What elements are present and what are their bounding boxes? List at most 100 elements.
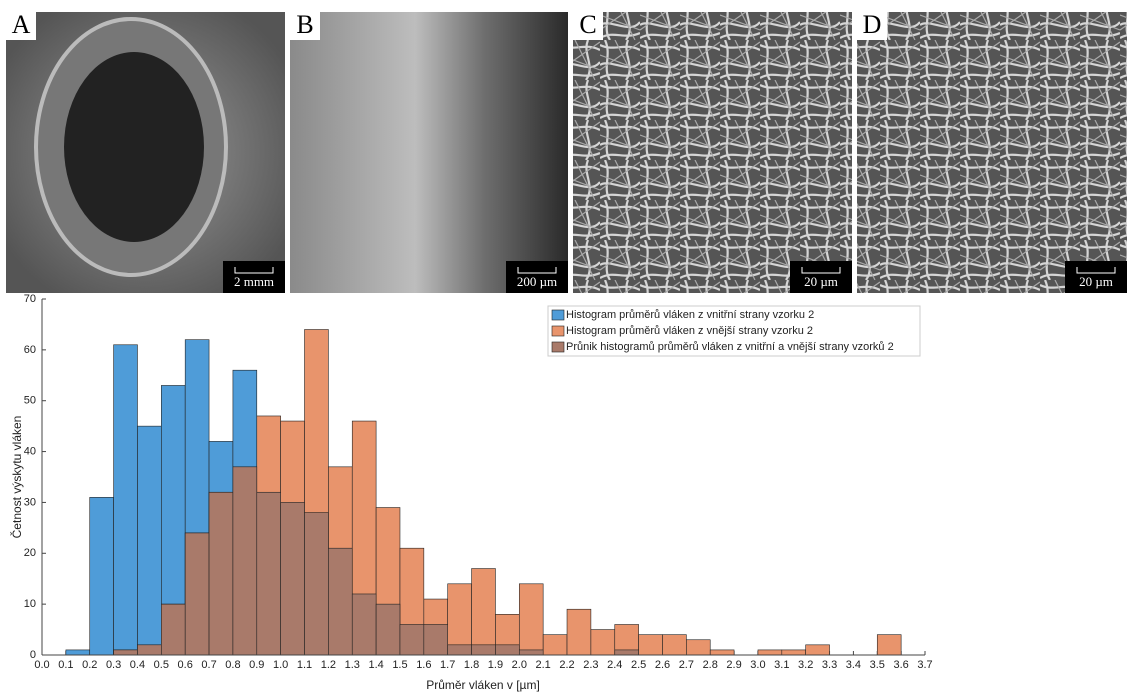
scale-bar [801, 267, 841, 274]
histogram-bar [805, 644, 830, 656]
histogram-bar [495, 644, 520, 656]
scale-bg [223, 261, 285, 293]
histogram-bar [89, 497, 114, 656]
histogram-bar [184, 532, 210, 656]
y-tick-label: 60 [24, 344, 36, 356]
x-tick-label: 2.8 [703, 659, 718, 671]
x-tick-label: 3.7 [917, 659, 932, 671]
x-tick-label: 2.0 [512, 659, 527, 671]
histogram-bar [447, 644, 472, 656]
chart: Četnost výskytu vláken Průměr vláken v [… [9, 293, 932, 692]
scale-label: 200 µm [517, 274, 557, 289]
x-tick-label: 3.0 [750, 659, 765, 671]
x-tick-label: 0.8 [225, 659, 240, 671]
x-tick-label: 0.4 [130, 659, 145, 671]
y-tick-label: 40 [24, 445, 36, 457]
scale-bar [517, 267, 557, 274]
scale-bar [234, 267, 274, 274]
histogram-bar [757, 649, 783, 656]
x-tick-label: 2.4 [607, 659, 622, 671]
x-tick-label: 1.3 [345, 659, 360, 671]
histogram-bar [447, 583, 472, 656]
scale-bar [1076, 267, 1116, 274]
panel-label: B [296, 10, 313, 39]
x-tick-label: 2.1 [536, 659, 551, 671]
y-tick-label: 50 [24, 395, 36, 407]
histogram-bar [423, 624, 449, 656]
x-tick-label: 1.6 [416, 659, 431, 671]
y-tick-label: 30 [24, 496, 36, 508]
panel-label: A [12, 10, 31, 39]
y-tick-label: 20 [24, 547, 36, 559]
legend-box [547, 305, 921, 357]
x-tick-label: 3.3 [822, 659, 837, 671]
histogram-bar [518, 583, 544, 656]
scale-bg [506, 261, 568, 293]
legend-swatch [551, 309, 565, 321]
x-tick-label: 0.5 [154, 659, 169, 671]
histogram-bar [280, 502, 305, 656]
y-tick-label: 0 [30, 649, 36, 661]
x-tick-label: 1.1 [297, 659, 312, 671]
histogram-bar [65, 649, 91, 656]
x-tick-label: 2.2 [559, 659, 574, 671]
scale-label: 20 µm [1079, 274, 1113, 289]
scale-label: 20 µm [804, 274, 838, 289]
histogram-bar [542, 634, 568, 656]
histogram-bar [399, 624, 425, 656]
sem-image [290, 12, 568, 293]
x-tick-label: 1.2 [321, 659, 336, 671]
label-bg [857, 12, 887, 40]
histogram-bar [566, 608, 592, 656]
x-tick-label: 1.8 [464, 659, 479, 671]
scale-label: 2 mmm [234, 274, 274, 289]
x-tick-label: 2.5 [631, 659, 646, 671]
y-tick-label: 70 [24, 293, 36, 305]
histogram-bar [471, 644, 496, 656]
x-tick-label: 0.7 [201, 659, 216, 671]
label-bg [290, 12, 320, 40]
histogram-bar [614, 649, 639, 656]
histogram-bar [471, 568, 496, 656]
histogram-bar [590, 629, 616, 656]
histogram-bar [256, 491, 281, 656]
histogram-bar [208, 491, 234, 656]
x-tick-label: 3.5 [870, 659, 885, 671]
histogram-bar [781, 649, 806, 656]
histogram-bar [137, 425, 162, 656]
sem-image [857, 12, 1127, 293]
histogram-bar [351, 593, 377, 656]
x-tick-label: 1.5 [392, 659, 407, 671]
sem-image [573, 12, 852, 293]
legend-label: Histogram průměrů vláken z vnitřní stran… [566, 309, 814, 321]
x-tick-label: 0.2 [82, 659, 97, 671]
y-tick-label: 10 [24, 598, 36, 610]
x-tick-label: 1.4 [368, 659, 383, 671]
histogram-bar [137, 644, 162, 656]
histogram-bar [113, 649, 138, 656]
x-tick-label: 1.9 [488, 659, 503, 671]
x-tick-label: 3.1 [774, 659, 789, 671]
histogram-bar [113, 344, 138, 656]
legend-swatch [551, 325, 565, 337]
scale-bg [1065, 261, 1127, 293]
x-axis-label: Průměr vláken v [µm] [426, 678, 540, 692]
label-bg [6, 12, 36, 40]
x-tick-label: 2.3 [583, 659, 598, 671]
scale-bg [790, 261, 852, 293]
x-tick-label: 0.6 [178, 659, 193, 671]
panel-label: C [579, 10, 596, 39]
x-tick-label: 2.9 [726, 659, 741, 671]
legend-swatch [551, 341, 565, 353]
histogram-bar [876, 634, 902, 656]
legend-label: Průnik histogramů průměrů vláken z vnitř… [566, 341, 894, 353]
image-panels: A 2 mmm B 200 µm C 20 µm D 20 µm [6, 10, 1127, 293]
histogram-bar [686, 639, 711, 656]
y-axis-label: Četnost výskytu vláken [9, 416, 24, 539]
x-tick-label: 0.9 [249, 659, 264, 671]
histogram-bar [161, 603, 186, 656]
x-tick-label: 3.6 [893, 659, 908, 671]
panel-label: D [863, 10, 882, 39]
x-tick-label: 0.3 [106, 659, 121, 671]
histogram-bar [709, 649, 735, 656]
